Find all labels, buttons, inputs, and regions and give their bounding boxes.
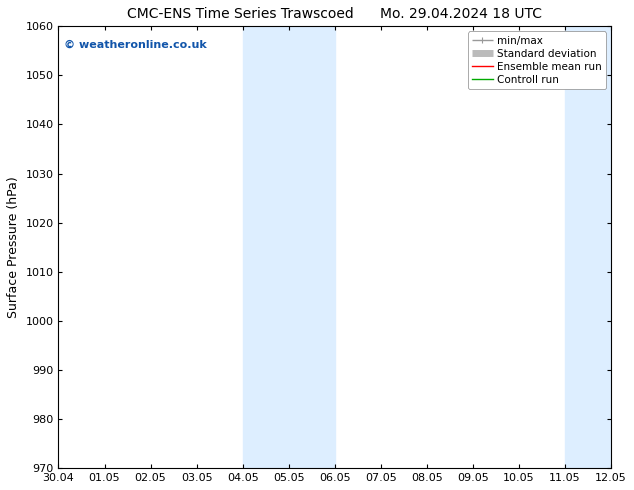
Bar [243,26,335,468]
Legend: min/max, Standard deviation, Ensemble mean run, Controll run: min/max, Standard deviation, Ensemble me… [468,31,606,89]
Text: © weatheronline.co.uk: © weatheronline.co.uk [64,40,207,49]
Y-axis label: Surface Pressure (hPa): Surface Pressure (hPa) [7,176,20,318]
Title: CMC-ENS Time Series Trawscoed      Mo. 29.04.2024 18 UTC: CMC-ENS Time Series Trawscoed Mo. 29.04.… [127,7,542,21]
Bar [565,26,634,468]
